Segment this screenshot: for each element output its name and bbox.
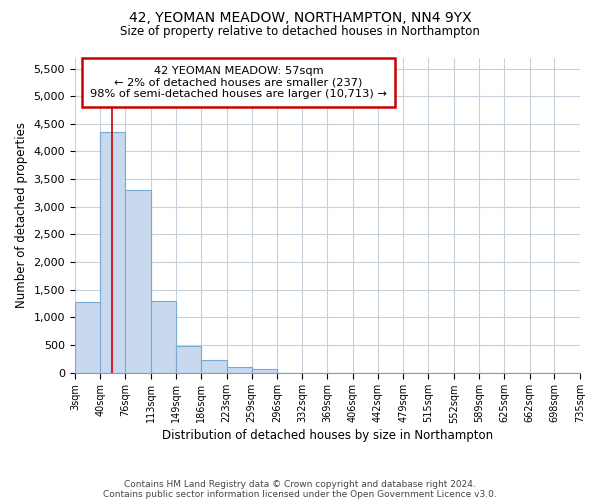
Text: Size of property relative to detached houses in Northampton: Size of property relative to detached ho… [120, 25, 480, 38]
Bar [151, 301, 176, 372]
Bar [100, 132, 125, 372]
Bar [251, 370, 277, 372]
Text: 42 YEOMAN MEADOW: 57sqm
← 2% of detached houses are smaller (237)
98% of semi-de: 42 YEOMAN MEADOW: 57sqm ← 2% of detached… [90, 66, 387, 99]
Bar [125, 190, 151, 372]
Text: Contains HM Land Registry data © Crown copyright and database right 2024.
Contai: Contains HM Land Registry data © Crown c… [103, 480, 497, 499]
Bar [75, 302, 100, 372]
Text: 42, YEOMAN MEADOW, NORTHAMPTON, NN4 9YX: 42, YEOMAN MEADOW, NORTHAMPTON, NN4 9YX [128, 11, 472, 25]
Bar [201, 360, 227, 372]
Y-axis label: Number of detached properties: Number of detached properties [15, 122, 28, 308]
Bar [227, 367, 251, 372]
X-axis label: Distribution of detached houses by size in Northampton: Distribution of detached houses by size … [162, 430, 493, 442]
Bar [176, 346, 201, 372]
